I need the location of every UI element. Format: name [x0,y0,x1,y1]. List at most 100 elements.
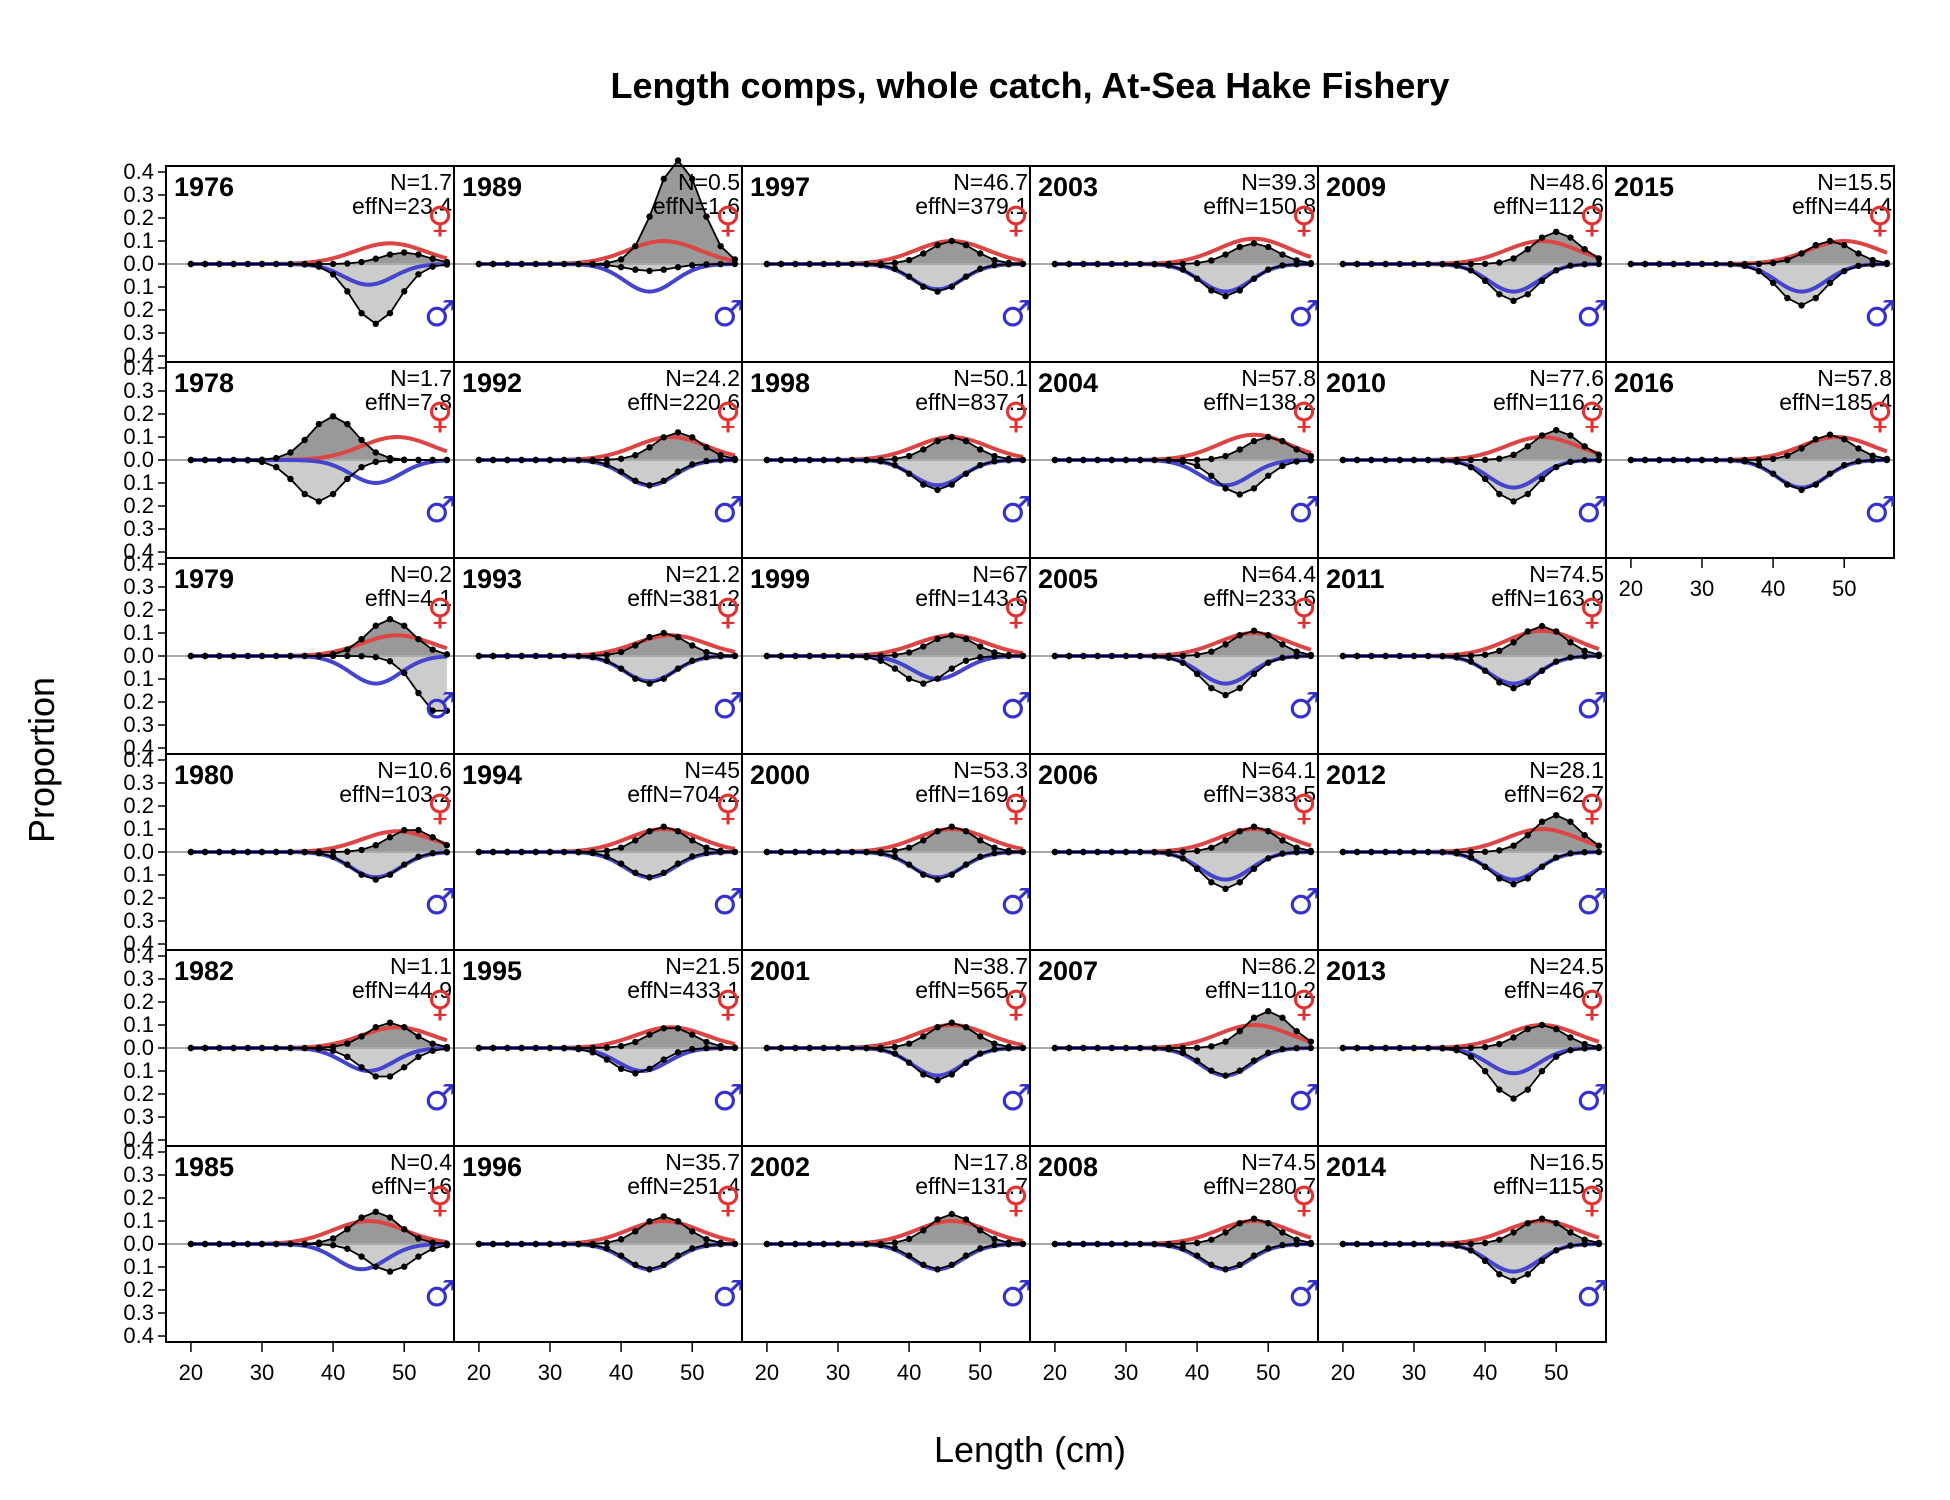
x-tick-label: 40 [609,1360,633,1385]
panel-year: 2005 [1038,564,1098,594]
male-obs-point [1108,1044,1115,1052]
female-observed-area [1342,815,1599,852]
male-symbol: ♂ [1000,1078,1032,1119]
male-obs-point [1250,1252,1258,1259]
male-obs-point [689,853,696,860]
male-obs-point [1524,490,1531,498]
female-obs-point [934,827,941,835]
female-symbol: ♀ [715,984,741,1025]
female-obs-point [315,420,323,428]
panel-year: 1997 [750,172,810,202]
y-tick-label: 0.0 [123,1231,154,1256]
male-obs-point [415,689,422,697]
female-obs-point [1595,842,1603,849]
female-obs-point [1265,827,1272,835]
female-obs-point [372,449,379,456]
female-obs-point [1279,1014,1286,1021]
female-observed-area [766,826,1023,852]
female-obs-point [962,1023,970,1031]
male-obs-point [429,263,436,270]
female-obs-point [386,833,394,841]
male-observed-area [1054,656,1311,696]
male-obs-point [315,1241,323,1248]
male-obs-point [1524,1271,1531,1278]
panel-effn: effN=4.1 [365,585,452,611]
male-obs-point [489,652,497,660]
male-obs-point [1165,262,1172,269]
male-obs-point [1339,260,1347,268]
male-obs-point [244,848,251,856]
panel-n: N=24.5 [1529,953,1604,979]
male-obs-point [1439,457,1446,464]
female-obs-point [1467,1044,1475,1052]
male-obs-point [386,871,394,878]
male-obs-point [216,260,223,268]
male-obs-point [1567,1242,1574,1249]
male-observed-area [190,264,447,324]
male-observed-area [766,656,1023,684]
male-obs-point [660,1056,667,1063]
male-obs-point [1208,1067,1215,1074]
male-obs-point [920,283,927,290]
female-symbol: ♀ [1579,788,1605,829]
male-obs-point [1727,457,1734,464]
male-obs-point [792,456,799,464]
female-obs-point [287,449,294,456]
y-tick-label: 0.3 [123,378,154,403]
panel-effn: effN=115.3 [1493,1173,1604,1199]
male-obs-point [504,260,511,268]
male-obs-point [1353,260,1361,268]
male-obs-point [1080,260,1087,268]
male-obs-point [717,848,724,856]
male-obs-point [863,1045,870,1052]
male-obs-point [731,260,739,268]
male-obs-point [187,1240,195,1248]
female-obs-point [977,1033,984,1040]
male-obs-point [1439,1241,1446,1248]
male-obs-point [1279,1046,1286,1053]
male-obs-point [301,490,308,498]
male-obs-point [806,456,813,464]
female-obs-point [1567,234,1574,241]
y-tick-label: 0.0 [123,1035,154,1060]
male-obs-point [905,861,913,868]
female-obs-point [1265,433,1272,441]
male-obs-point [489,1240,497,1248]
male-obs-point [1005,849,1012,856]
x-tick-label: 50 [680,1360,704,1385]
male-obs-point [792,652,799,660]
female-obs-point [1467,1240,1475,1248]
male-obs-point [561,260,568,268]
female-obs-point [632,1038,639,1046]
male-obs-point [1812,294,1819,302]
male-obs-point [187,652,195,660]
female-symbol: ♀ [1003,200,1029,241]
panel-effn: effN=7.8 [365,389,452,415]
female-obs-point [1567,1034,1574,1041]
panel-grid: 1976 N=1.7effN=23.4♀♂0.40.30.20.10.00.10.… [123,157,1896,1385]
male-obs-point [1065,1044,1073,1052]
male-obs-point [372,653,379,661]
panel-year: 2016 [1614,368,1674,398]
male-obs-point [763,456,771,464]
male-obs-point [504,652,511,660]
male-obs-point [1193,1057,1201,1064]
female-obs-point [1510,1229,1517,1236]
male-obs-point [372,1263,379,1270]
female-obs-point [443,651,451,658]
male-obs-point [258,652,266,660]
male-obs-point [1841,267,1848,275]
male-obs-point [1151,849,1158,856]
male-obs-point [1553,267,1560,274]
male-symbol: ♂ [1576,686,1608,727]
female-obs-point [372,255,379,262]
male-obs-point [792,1240,799,1248]
female-obs-point [1481,260,1489,267]
male-symbol: ♂ [712,1274,744,1315]
male-obs-point [358,309,365,317]
x-tick-label: 30 [826,1360,850,1385]
male-obs-point [717,1240,724,1248]
male-obs-point [1279,1241,1286,1249]
